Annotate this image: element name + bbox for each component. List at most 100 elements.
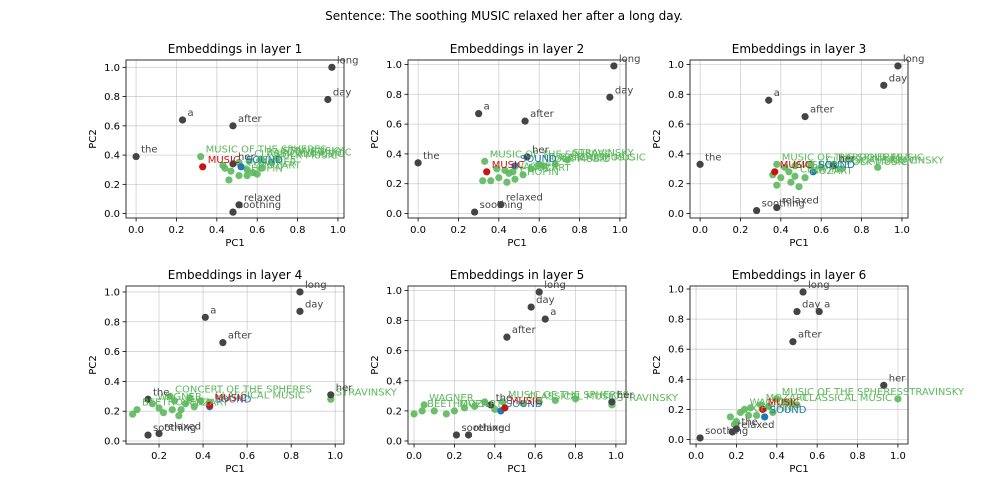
point-target — [759, 405, 767, 413]
point-related — [736, 408, 745, 416]
point-related — [519, 171, 527, 179]
panels: 0.0 0.2 0.4 0.6 0.8 1.0 0.0 0.2 0.4 0.6 0.8 1.0 Embe… — [88, 42, 965, 475]
word-label: BAROQUE MUSIC — [560, 152, 645, 163]
word-label: relaxed — [474, 423, 511, 434]
y-tick-label: 0.8 — [104, 92, 120, 103]
plot-frame — [407, 285, 627, 445]
word-label: the — [741, 417, 757, 428]
point-related — [551, 160, 559, 168]
word-label: CLASSICAL MUSIC — [215, 390, 305, 401]
x-tick-label: 0.4 — [773, 225, 789, 236]
word-label: CLASSICAL MUSIC — [826, 155, 916, 166]
point-related — [773, 181, 781, 189]
word-label: her — [617, 390, 634, 401]
word-label: day — [333, 88, 351, 99]
point-context — [789, 338, 797, 346]
x-tick-label: 0.2 — [733, 225, 749, 236]
point-target — [206, 401, 214, 409]
word-label: MOZART — [810, 166, 853, 177]
point-related — [481, 157, 489, 165]
word-label: WAGNER — [157, 392, 202, 403]
word-label: MUSIC OF THE SPHERES — [490, 149, 611, 160]
word-label: after — [810, 105, 835, 116]
word-label: the — [496, 393, 512, 404]
points — [410, 288, 616, 439]
point-context — [235, 201, 243, 209]
plot-frame — [125, 285, 345, 445]
panel-title: Embeddings in layer 5 — [450, 268, 584, 282]
x-tick-label: 0.6 — [809, 451, 825, 462]
point-context — [541, 315, 549, 323]
point-related — [817, 163, 825, 171]
point-related — [243, 166, 251, 174]
point-context — [521, 117, 529, 125]
word-label: after — [798, 330, 823, 341]
word-label: SOUND — [506, 399, 543, 410]
plot-frame — [125, 59, 345, 219]
y-tick-label: 0.2 — [104, 407, 120, 418]
x-axis-label: PC1 — [789, 464, 808, 475]
point-target — [483, 168, 491, 176]
word-label: BEETHOVEN — [142, 398, 203, 409]
point-target — [199, 163, 207, 171]
word-label: MUSIC OF THE SPHERES — [206, 145, 327, 156]
point-context — [324, 95, 332, 104]
points — [414, 62, 618, 216]
word-label: the — [141, 145, 157, 156]
y-tick-label: 0.2 — [668, 405, 684, 416]
point-context — [799, 288, 807, 296]
word-label: MOZART — [459, 399, 502, 410]
point-related — [253, 170, 261, 178]
point-related — [777, 174, 785, 182]
point-related — [170, 397, 179, 405]
point-context — [728, 428, 736, 436]
panel-layer-6: 0.0 0.2 0.4 0.6 0.8 1.0 0.0 0.2 0.4 0.6 0.8 1.0 Embe… — [652, 268, 965, 475]
word-label: MUSIC — [768, 397, 800, 408]
point-related — [563, 156, 572, 164]
point-context — [696, 434, 704, 442]
point-target — [771, 168, 779, 176]
word-label: SOUND — [520, 154, 557, 165]
word-label: STRAVINSKY — [336, 387, 398, 398]
word-label: WAGNER — [750, 397, 795, 408]
word-label: FOLK MUSIC — [276, 150, 337, 161]
y-tick-label: 0.8 — [386, 90, 402, 101]
word-label: a — [824, 300, 830, 311]
point-related — [159, 409, 168, 417]
word-label: MOZART — [766, 393, 809, 404]
point-sound — [237, 163, 245, 171]
point-related — [787, 178, 795, 186]
x-tick-label: 0.2 — [151, 451, 167, 462]
point-context — [696, 160, 704, 168]
point-related — [410, 410, 418, 418]
word-label: day — [615, 85, 633, 96]
y-axis-label: PC2 — [370, 355, 381, 374]
word-label: CLASSICAL MUSIC — [544, 152, 634, 163]
x-tick-label: 0.4 — [491, 225, 507, 236]
word-label: the — [705, 152, 721, 163]
y-tick-label: 1.0 — [386, 60, 402, 71]
point-related — [487, 177, 495, 185]
y-tick-label: 0.8 — [104, 317, 120, 328]
point-context — [296, 288, 304, 296]
point-related — [495, 174, 503, 182]
word-label: soothing — [461, 423, 504, 434]
word-label: soothing — [480, 200, 523, 211]
x-tick-label: 1.0 — [894, 225, 910, 236]
y-tick-label: 0.2 — [104, 180, 120, 191]
point-related — [746, 404, 755, 412]
point-related — [442, 410, 450, 418]
word-label: long — [808, 280, 830, 291]
word-label: MUSIC — [492, 160, 524, 171]
x-tick-label: 0.6 — [531, 225, 547, 236]
word-label: STRAVINSKY — [903, 387, 965, 398]
x-axis-label: PC1 — [507, 464, 526, 475]
x-tick-label: 0.8 — [572, 225, 588, 236]
word-label: MOZART — [186, 398, 229, 409]
word-label: a — [550, 307, 556, 318]
point-related — [460, 404, 469, 412]
point-context — [132, 152, 140, 161]
word-label: soothing — [153, 423, 196, 434]
point-related — [148, 400, 157, 408]
